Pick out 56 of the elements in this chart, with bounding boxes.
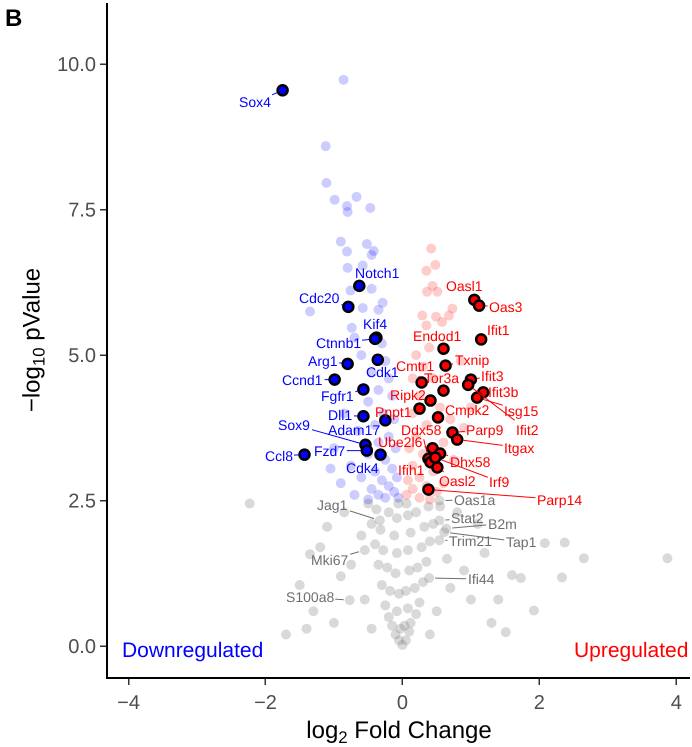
annotation: Dhx58 (450, 454, 491, 470)
annotation: Ifit3 (481, 368, 504, 384)
annotation: Jag1 (317, 497, 348, 513)
annotation: Cdk4 (346, 460, 379, 476)
y-tick-label: 7.5 (68, 200, 96, 222)
annotation: Oas1a (454, 492, 496, 508)
x-tick-label: −4 (117, 692, 140, 714)
annotation: Cdc20 (299, 290, 340, 306)
chart-title: B (5, 5, 22, 32)
annotation: Downregulated (122, 639, 264, 662)
annotation: Ctnnb1 (316, 335, 362, 351)
annotation: Adam17 (328, 422, 380, 438)
annotation: Isg15 (504, 403, 538, 419)
annotation: Ifit1 (487, 322, 510, 338)
x-tick-label: 0 (396, 692, 408, 714)
annotation: Ripk2 (390, 387, 426, 403)
annotation: S100a8 (286, 589, 334, 605)
annotation: Trim21 (449, 533, 492, 549)
annotation: Ifit3b (488, 384, 519, 400)
x-tick-label: −2 (254, 692, 277, 714)
annotation: Irf9 (489, 474, 510, 490)
y-tick-label: 0.0 (68, 636, 96, 658)
x-tick-label: 4 (670, 692, 682, 714)
y-tick-label: 10.0 (57, 54, 96, 76)
annotation: Parp9 (466, 422, 504, 438)
annotation: Tap1 (506, 534, 537, 550)
annotation: Oas3 (489, 299, 523, 315)
annotation: Ifi44 (468, 571, 495, 587)
x-axis-title: log$_{2}$ Fold Change (306, 716, 492, 747)
annotation: Oasl1 (446, 278, 483, 294)
annotation: Arg1 (308, 353, 338, 369)
annotation: Stat2 (451, 510, 484, 526)
annotation: Ccnd1 (282, 372, 323, 388)
annotation: Ifit2 (516, 422, 539, 438)
annotation: Fzd7 (314, 443, 346, 459)
annotation: Txnip (455, 352, 490, 368)
annotation: Dll1 (328, 407, 352, 423)
annotation: Kif4 (363, 316, 388, 332)
annotation: Endod1 (413, 328, 462, 344)
annotation: Parp14 (537, 492, 582, 508)
annotation: Ifih1 (398, 462, 425, 478)
x-tick-label: 2 (534, 692, 545, 714)
annotation: Pnpt1 (375, 404, 412, 420)
annotation: Upregulated (574, 639, 688, 662)
annotation: Cmpk2 (445, 402, 490, 418)
y-tick-label: 5.0 (68, 345, 96, 368)
annotation: Mki67 (311, 552, 349, 568)
annotation: Sox4 (239, 94, 272, 110)
annotation: B2m (488, 516, 517, 532)
annotation: Sox9 (278, 417, 310, 433)
annotation: Fgfr1 (321, 388, 354, 404)
annotation: Oasl2 (439, 473, 476, 489)
annotation: Notch1 (355, 265, 400, 281)
y-tick-label: 2.5 (68, 490, 96, 513)
annotation: Ccl8 (265, 448, 294, 464)
annotation: Itgax (504, 440, 534, 456)
